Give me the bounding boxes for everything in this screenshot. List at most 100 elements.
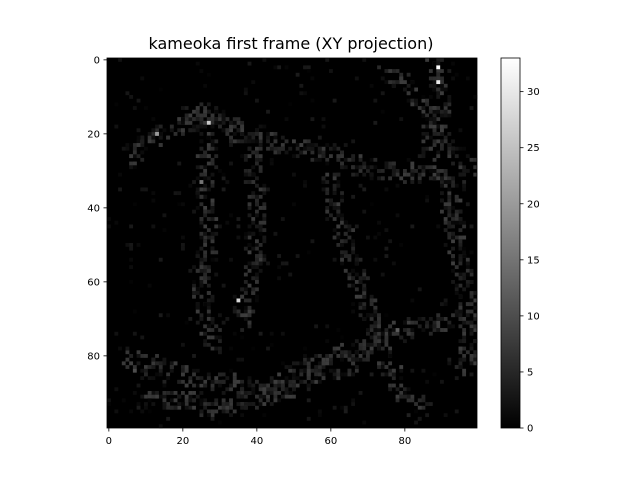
heatmap-cell	[243, 287, 248, 292]
heatmap-cell	[247, 180, 252, 184]
heatmap-cell	[473, 328, 478, 332]
heatmap-cell	[462, 354, 467, 358]
heatmap-cell	[199, 265, 204, 270]
heatmap-cell	[406, 157, 411, 162]
heatmap-cell	[232, 294, 237, 299]
heatmap-cell	[199, 268, 204, 273]
heatmap-cell	[462, 169, 467, 173]
heatmap-cell	[306, 416, 311, 421]
heatmap-cell	[443, 113, 448, 118]
heatmap-cell	[332, 228, 337, 233]
heatmap-cell	[114, 409, 119, 414]
heatmap-cell	[243, 272, 248, 277]
heatmap-cell	[358, 346, 363, 351]
heatmap-cell	[203, 213, 208, 218]
heatmap-cell	[151, 117, 156, 122]
heatmap-cell	[369, 350, 374, 355]
heatmap-cell	[114, 331, 119, 336]
heatmap-cell	[388, 372, 393, 377]
heatmap-cell	[317, 361, 322, 366]
heatmap-cell	[317, 365, 322, 369]
heatmap-cell	[255, 405, 259, 410]
heatmap-cell	[369, 324, 374, 329]
heatmap-cell	[314, 365, 319, 369]
heatmap-cell	[144, 368, 148, 373]
heatmap-cell	[188, 317, 193, 321]
heatmap-cell	[162, 361, 167, 366]
heatmap-cell	[436, 176, 441, 181]
heatmap-cell	[432, 76, 437, 81]
heatmap-cell	[451, 150, 455, 155]
heatmap-cell	[414, 420, 418, 425]
heatmap-cell	[243, 231, 248, 236]
heatmap-cell	[206, 268, 211, 273]
heatmap-cell	[440, 180, 444, 184]
heatmap-cell	[369, 372, 374, 377]
heatmap-cell	[451, 213, 455, 218]
heatmap-cell	[195, 124, 200, 129]
heatmap-cell	[469, 157, 474, 162]
heatmap-cell	[336, 146, 341, 151]
heatmap-cell	[247, 309, 252, 314]
heatmap-cell	[329, 154, 333, 159]
heatmap-cell	[199, 376, 204, 381]
heatmap-cell	[151, 376, 156, 381]
heatmap-cell	[203, 402, 208, 406]
heatmap-cell	[247, 231, 252, 236]
heatmap-cell	[229, 143, 233, 147]
heatmap-cell	[173, 391, 178, 395]
heatmap-cell	[229, 368, 233, 373]
heatmap-cell	[343, 239, 348, 244]
heatmap-cell	[203, 239, 208, 244]
heatmap-cell	[436, 224, 441, 229]
heatmap-cell	[329, 146, 333, 151]
colorbar-tick-label: 25	[527, 143, 540, 154]
heatmap-cell	[462, 246, 467, 251]
heatmap-cell	[443, 298, 448, 303]
heatmap-cell	[125, 243, 130, 247]
heatmap-cell	[310, 368, 315, 373]
heatmap-cell	[258, 132, 263, 136]
heatmap-cell	[292, 139, 296, 144]
heatmap-cell	[214, 146, 219, 151]
heatmap-cell	[229, 161, 233, 166]
heatmap-cell	[347, 235, 352, 240]
heatmap-cell	[403, 387, 407, 392]
heatmap-cell	[166, 416, 171, 421]
heatmap-cell	[292, 361, 296, 366]
heatmap-cell	[340, 405, 344, 410]
heatmap-cell	[236, 391, 241, 395]
heatmap-cell	[332, 405, 337, 410]
heatmap-cell	[436, 58, 441, 62]
heatmap-cell	[325, 161, 330, 166]
heatmap-cell	[144, 146, 148, 151]
heatmap-cell	[421, 328, 426, 332]
heatmap-cell	[351, 165, 356, 170]
heatmap-cell	[206, 228, 211, 233]
heatmap-cell	[262, 220, 267, 225]
heatmap-cell	[206, 161, 211, 166]
heatmap-cell	[440, 139, 444, 144]
heatmap-cell	[317, 413, 322, 418]
heatmap-cell	[340, 220, 344, 225]
heatmap-cell	[199, 165, 204, 170]
heatmap-cell	[155, 372, 159, 377]
heatmap-cell	[129, 361, 134, 366]
heatmap-cell	[340, 354, 344, 358]
heatmap-cell	[232, 124, 237, 129]
heatmap-cell	[177, 128, 182, 133]
heatmap-cell	[373, 324, 378, 329]
heatmap-cell	[336, 231, 341, 236]
heatmap-cell	[140, 335, 145, 340]
heatmap-cell	[251, 172, 256, 177]
heatmap-cell	[410, 320, 415, 325]
heatmap-cell	[229, 346, 233, 351]
heatmap-cell	[469, 291, 474, 295]
heatmap-cell	[377, 331, 381, 336]
heatmap-cell	[284, 150, 289, 155]
heatmap-cell	[454, 283, 459, 288]
heatmap-cell	[410, 165, 415, 170]
heatmap-cell	[243, 298, 248, 303]
heatmap-cell	[129, 95, 134, 99]
